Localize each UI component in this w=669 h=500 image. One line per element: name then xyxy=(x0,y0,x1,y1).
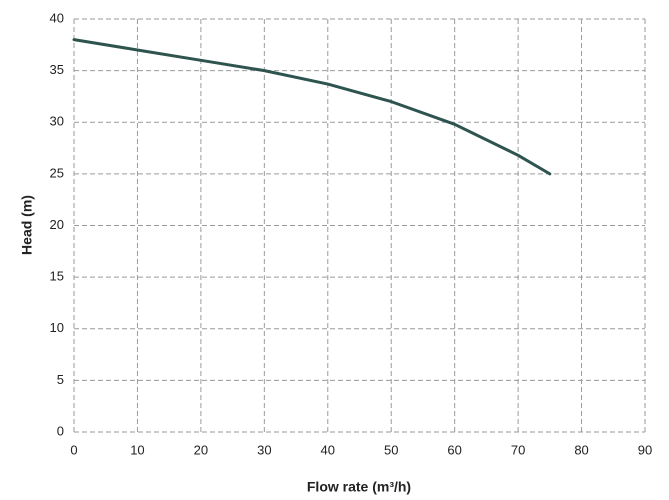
x-tick-label: 80 xyxy=(574,442,588,457)
y-tick-label: 40 xyxy=(50,10,64,25)
x-axis-title: Flow rate (m³/h) xyxy=(307,479,411,495)
x-tick-label: 10 xyxy=(130,442,144,457)
y-tick-label: 30 xyxy=(50,114,64,129)
x-tick-label: 60 xyxy=(447,442,461,457)
x-tick-label: 0 xyxy=(70,442,77,457)
y-tick-label: 35 xyxy=(50,62,64,77)
y-tick-label: 0 xyxy=(57,423,64,438)
x-tick-label: 70 xyxy=(511,442,525,457)
y-tick-label: 5 xyxy=(57,372,64,387)
x-tick-label: 50 xyxy=(384,442,398,457)
x-tick-label: 20 xyxy=(194,442,208,457)
x-tick-label: 40 xyxy=(321,442,335,457)
x-tick-label: 90 xyxy=(638,442,652,457)
data-line xyxy=(72,38,552,176)
y-axis-title: Head (m) xyxy=(19,195,35,255)
y-tick-label: 10 xyxy=(50,320,64,335)
y-tick-label: 15 xyxy=(50,269,64,284)
y-tick-label: 25 xyxy=(50,165,64,180)
x-tick-label: 30 xyxy=(257,442,271,457)
y-tick-label: 20 xyxy=(50,217,64,232)
